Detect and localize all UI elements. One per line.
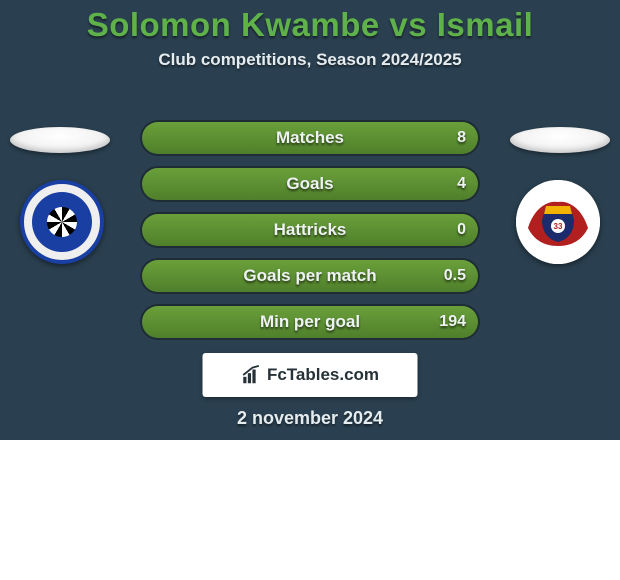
stat-row: Matches8 xyxy=(140,120,480,156)
stats-bars: Matches8Goals4Hattricks0Goals per match0… xyxy=(140,120,480,350)
remo-stars-fc-badge: 33 xyxy=(516,180,600,264)
bar-chart-icon xyxy=(241,364,263,386)
badge-left-inner xyxy=(32,192,92,252)
stat-value: 8 xyxy=(457,120,466,156)
stat-value: 0 xyxy=(457,212,466,248)
stat-label: Min per goal xyxy=(140,304,480,340)
lobi-stars-fc-badge xyxy=(20,180,104,264)
stat-label: Goals per match xyxy=(140,258,480,294)
stat-value: 0.5 xyxy=(444,258,466,294)
stat-row: Hattricks0 xyxy=(140,212,480,248)
stat-row: Min per goal194 xyxy=(140,304,480,340)
stat-value: 194 xyxy=(439,304,466,340)
stat-label: Hattricks xyxy=(140,212,480,248)
player-right-oval xyxy=(510,127,610,153)
stat-row: Goals4 xyxy=(140,166,480,202)
stat-row: Goals per match0.5 xyxy=(140,258,480,294)
snapshot-date: 2 november 2024 xyxy=(0,408,620,429)
brand-text: FcTables.com xyxy=(267,365,379,385)
stat-label: Goals xyxy=(140,166,480,202)
svg-text:33: 33 xyxy=(554,222,563,231)
comparison-subtitle: Club competitions, Season 2024/2025 xyxy=(0,50,620,70)
stat-value: 4 xyxy=(457,166,466,202)
bottom-white-strip xyxy=(0,440,620,580)
comparison-title: Solomon Kwambe vs Ismail xyxy=(0,0,620,44)
soccer-ball-icon xyxy=(47,207,77,237)
stat-label: Matches xyxy=(140,120,480,156)
brand-box[interactable]: FcTables.com xyxy=(203,353,418,397)
player-left-oval xyxy=(10,127,110,153)
